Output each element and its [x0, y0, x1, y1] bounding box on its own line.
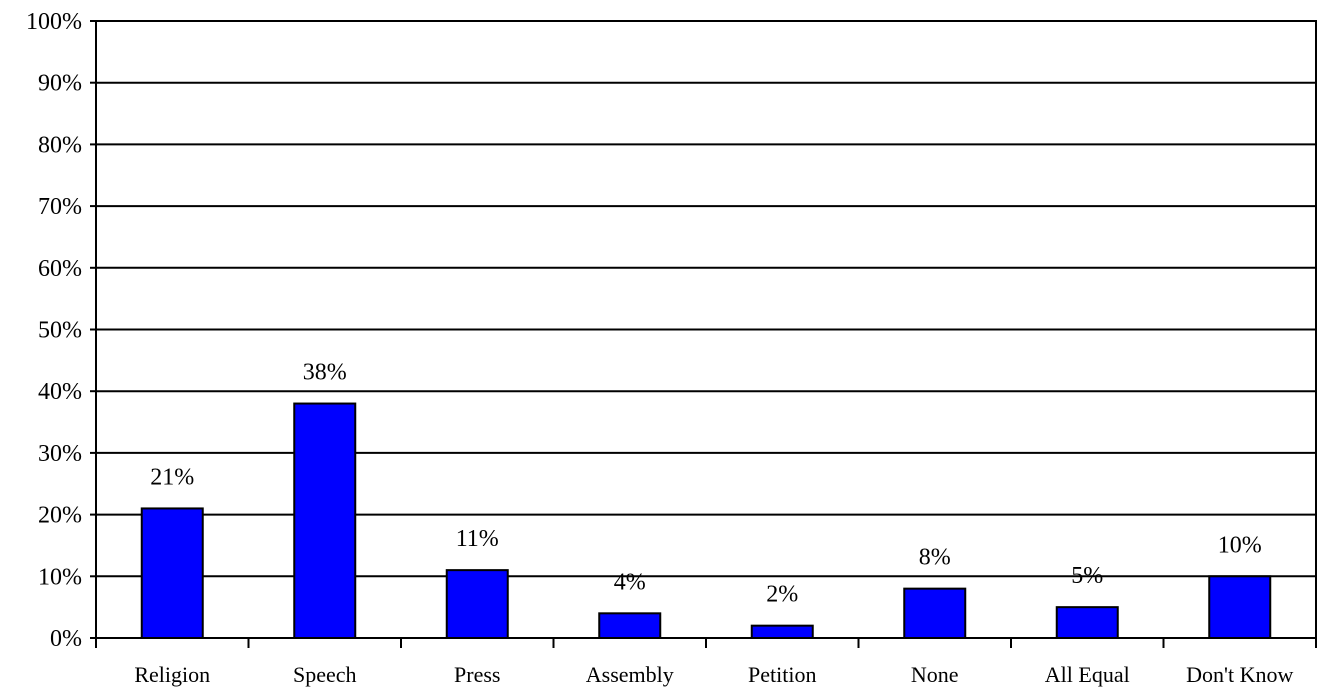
bar [750, 624, 814, 639]
y-tick-label: 80% [38, 132, 82, 158]
y-tick-label: 40% [38, 379, 82, 405]
y-tick-label: 10% [38, 564, 82, 590]
x-tick-label: All Equal [1045, 662, 1130, 687]
bar [140, 507, 204, 639]
labels: 0% 10% 20% 30% 40% 50% 60% 70% 80% 90% 100% 21% Reli… [26, 9, 1293, 687]
bar [903, 587, 967, 640]
bar [1055, 606, 1119, 640]
bar [1208, 575, 1272, 639]
bar [598, 612, 662, 640]
y-tick-label: 30% [38, 441, 82, 467]
y-tick-label: 100% [26, 9, 82, 35]
bars [140, 402, 1272, 640]
x-tick-label: Press [454, 662, 500, 687]
data-label: 2% [766, 582, 798, 608]
bar [445, 569, 509, 640]
x-tick-label: None [911, 662, 959, 687]
axes [90, 20, 1317, 648]
y-tick-label: 90% [38, 71, 82, 97]
gridlines [95, 20, 1317, 639]
data-label: 8% [919, 545, 951, 571]
data-label: 5% [1071, 563, 1103, 589]
x-tick-label: Religion [134, 662, 210, 687]
x-tick-label: Petition [748, 662, 816, 687]
y-tick-label: 50% [38, 318, 82, 344]
y-tick-label: 0% [50, 626, 82, 652]
y-tick-label: 20% [38, 503, 82, 529]
x-tick-label: Don't Know [1186, 662, 1293, 687]
y-tick-label: 60% [38, 256, 82, 282]
data-label: 11% [456, 526, 499, 552]
x-tick-label: Speech [293, 662, 357, 687]
data-label: 21% [150, 464, 194, 490]
x-tick-label: Assembly [586, 662, 674, 687]
bar [293, 402, 357, 640]
data-label: 4% [614, 569, 646, 595]
data-label: 10% [1218, 532, 1262, 558]
y-tick-label: 70% [38, 194, 82, 220]
data-label: 38% [303, 360, 347, 386]
